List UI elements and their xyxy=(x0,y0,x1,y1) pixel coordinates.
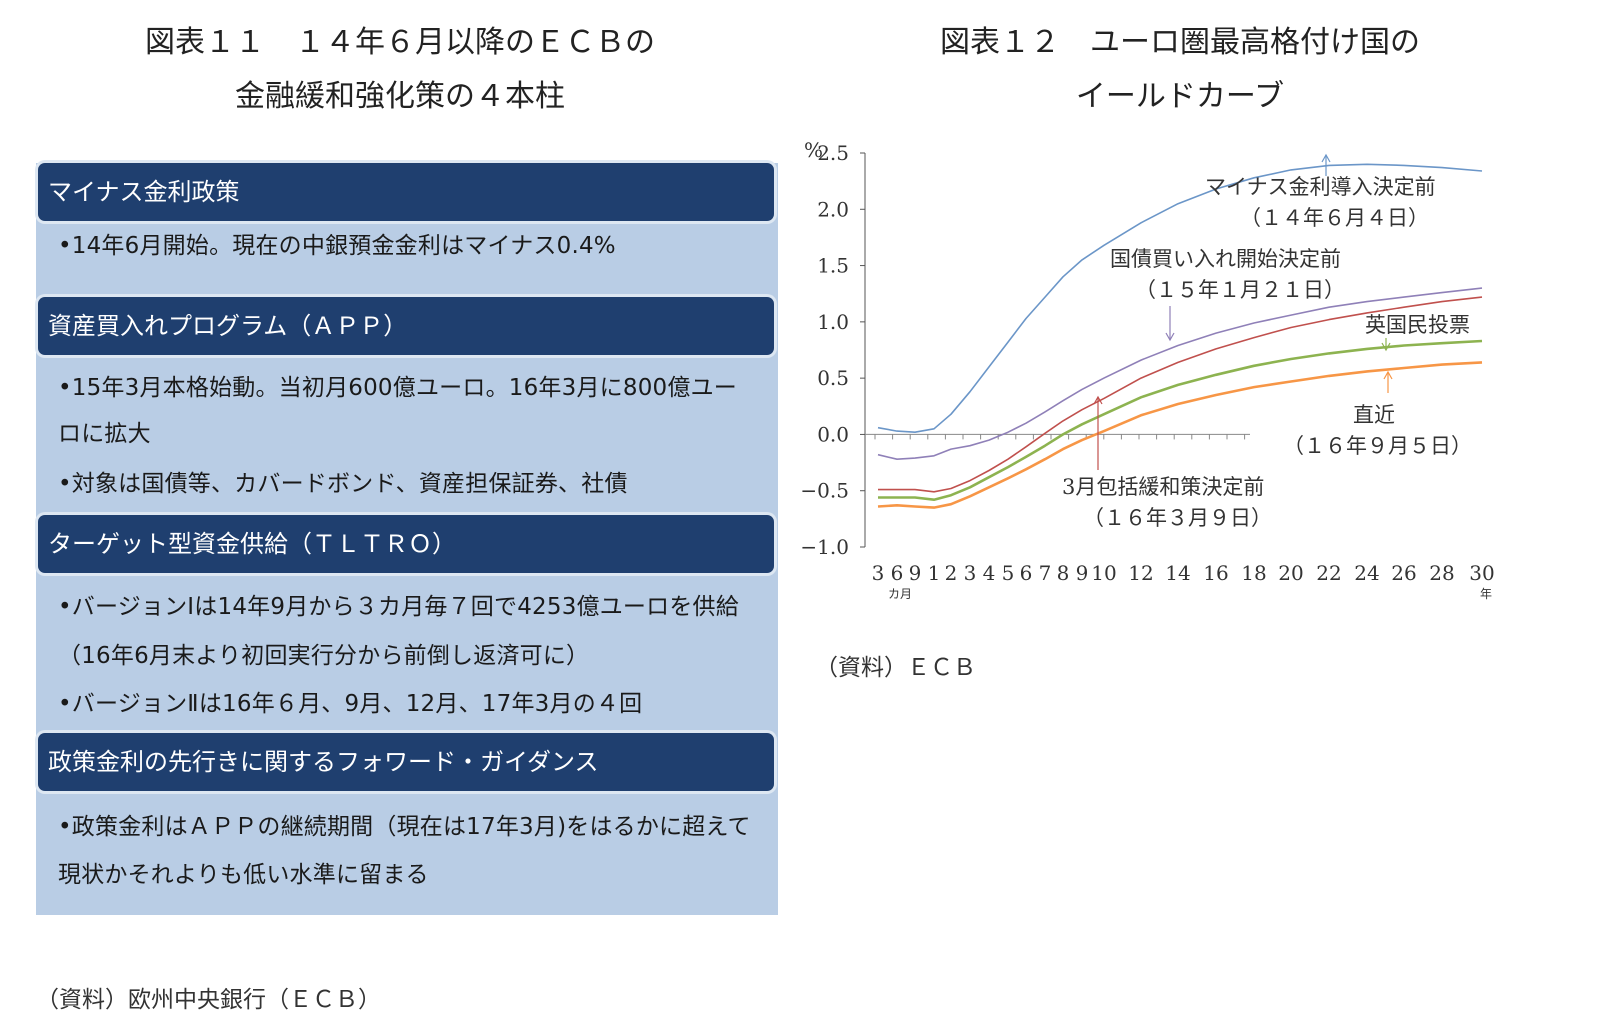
x-tick-label: 6 xyxy=(1020,561,1033,585)
right-source-note: （資料）ＥＣＢ xyxy=(815,655,976,681)
x-tick-label: 8 xyxy=(1057,561,1070,585)
y-tick-label: 2.0 xyxy=(817,197,849,221)
x-unit-years: 年 xyxy=(1480,587,1492,601)
chart-axes: 2.52.01.51.00.50.0−0.5−1.0%3 6 9 1 2 3 4 5 6 7 8 9 1… xyxy=(800,138,1494,601)
x-tick-label: 5 xyxy=(1002,561,1015,585)
arrow-series-5-head xyxy=(1383,370,1393,380)
y-tick-label: 2.5 xyxy=(817,141,849,165)
x-tick-label: 22 xyxy=(1316,561,1341,585)
label-series-3-date: （１６年３月９日） xyxy=(1083,506,1272,530)
x-tick-label: 26 xyxy=(1391,561,1416,585)
label-series-5-name: 直近 xyxy=(1353,403,1395,427)
series-line-4 xyxy=(878,339,1483,502)
x-unit-months: カ月 xyxy=(888,587,912,601)
left-title-line2: 金融緩和強化策の４本柱 xyxy=(235,79,565,114)
x-tick-label: 30 xyxy=(1469,561,1494,585)
right-title-line1: 図表１２ ユーロ圏最高格付け国の xyxy=(940,25,1420,60)
x-tick-label: 18 xyxy=(1241,561,1266,585)
arrow-series-2-head xyxy=(1165,332,1175,342)
x-tick-label: 9 xyxy=(909,561,922,585)
pillar-heading-tltro: ターゲット型資金供給（ＴＬＴＲＯ） xyxy=(38,515,774,573)
label-series-5-date: （１６年９月５日） xyxy=(1283,434,1472,458)
x-tick-label: 16 xyxy=(1203,561,1228,585)
y-tick-label: −0.5 xyxy=(800,479,849,503)
label-series-4-name: 英国民投票 xyxy=(1365,313,1470,337)
x-tick-label: 3 xyxy=(964,561,977,585)
y-tick-label: −1.0 xyxy=(800,535,849,559)
x-tick-label: 3 xyxy=(872,561,885,585)
left-title-line1: 図表１１ １４年６月以降のＥＣＢの xyxy=(145,25,655,60)
series-line-1 xyxy=(877,163,1483,434)
pillar-bullet: •14年6月開始。現在の中銀預金金利はマイナス0.4% xyxy=(58,233,616,259)
x-tick-label: 4 xyxy=(983,561,996,585)
left-figure-title: 図表１１ １４年６月以降のＥＣＢの 金融緩和強化策の４本柱 xyxy=(30,16,770,124)
x-tick-label: 10 xyxy=(1091,561,1116,585)
yield-curve-chart: 2.52.01.51.00.50.0−0.5−1.0%3 6 9 1 2 3 4 5 6 7 8 9 1… xyxy=(800,138,1494,601)
series-line-5 xyxy=(877,361,1483,509)
label-series-2-date: （１５年１月２１日） xyxy=(1135,278,1345,302)
x-tick-label: 9 xyxy=(1076,561,1089,585)
annotations-layer: マイナス金利導入決定前 （１４年６月４日） 国債買い入れ開始決定前 （１５年１月２１日… xyxy=(1062,153,1472,530)
arrow-series-1-head xyxy=(1321,153,1331,163)
x-tick-label: 1 xyxy=(928,561,941,585)
pillar-bullet: •政策金利はＡＰＰの継続期間（現在は17年3月)をはるかに超えて現状かそれよりも… xyxy=(58,814,751,888)
label-series-1-date: （１４年６月４日） xyxy=(1240,206,1429,230)
y-tick-label: 0.5 xyxy=(817,366,849,390)
pillar-heading-forward-guidance: 政策金利の先行きに関するフォワード・ガイダンス xyxy=(38,733,774,791)
x-tick-label: 6 xyxy=(891,561,904,585)
label-series-1-name: マイナス金利導入決定前 xyxy=(1205,175,1436,199)
series-line-2 xyxy=(877,287,1483,461)
policy-pillars-panel: マイナス金利政策 •14年6月開始。現在の中銀預金金利はマイナス0.4% 資産買… xyxy=(36,163,778,915)
right-title-line2: イールドカーブ xyxy=(1075,79,1285,114)
series-layer xyxy=(877,163,1483,509)
left-source-note: （資料）欧州中央銀行（ＥＣＢ） xyxy=(36,987,381,1013)
y-tick-label: 1.5 xyxy=(817,254,849,278)
pillar-bullet: •15年3月本格始動。当初月600億ユーロ。16年3月に800億ユーロに拡大 xyxy=(58,375,737,447)
pillar-heading-negative-rate: マイナス金利政策 xyxy=(38,163,774,221)
x-tick-label: 24 xyxy=(1354,561,1379,585)
y-tick-label: 1.0 xyxy=(817,310,849,334)
pillar-bullet: •バージョンⅠは14年9月から３カ月毎７回で4253億ユーロを供給（16年6月末… xyxy=(58,594,739,669)
arrow-series-4-head xyxy=(1381,342,1391,352)
right-figure-title: 図表１２ ユーロ圏最高格付け国の イールドカーブ xyxy=(800,16,1560,124)
x-tick-label: 12 xyxy=(1128,561,1153,585)
pillar-bullet: •バージョンⅡは16年６月、9月、12月、17年3月の４回 xyxy=(58,691,643,717)
label-series-3-name: 3月包括緩和策決定前 xyxy=(1062,475,1264,499)
x-tick-label: 20 xyxy=(1278,561,1303,585)
y-tick-label: 0.0 xyxy=(817,422,849,446)
pillar-bullet: •対象は国債等、カバードボンド、資産担保証券、社債 xyxy=(58,471,628,497)
series-line-3 xyxy=(878,296,1483,493)
x-tick-label: 14 xyxy=(1165,561,1190,585)
x-tick-label: 2 xyxy=(945,561,958,585)
arrow-series-3-head xyxy=(1093,395,1103,405)
y-axis-unit: % xyxy=(804,138,823,162)
x-tick-label: 28 xyxy=(1429,561,1454,585)
pillar-heading-app: 資産買入れプログラム（ＡＰＰ） xyxy=(38,297,774,355)
label-series-2-name: 国債買い入れ開始決定前 xyxy=(1110,247,1341,271)
x-tick-label: 7 xyxy=(1039,561,1052,585)
